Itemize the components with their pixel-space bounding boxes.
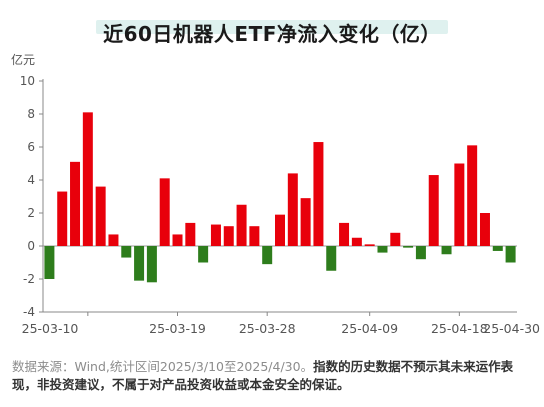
bar — [313, 142, 324, 246]
bar — [121, 246, 132, 258]
y-tick-label: 0 — [27, 239, 35, 253]
bar — [236, 204, 247, 246]
y-tick-label: 2 — [27, 206, 35, 220]
title-container: 近60日机器人ETF净流入变化（亿） — [0, 14, 544, 50]
bar — [70, 161, 81, 246]
bar — [82, 112, 93, 246]
bar — [262, 246, 273, 265]
y-tick-label: 6 — [27, 140, 35, 154]
bar — [198, 246, 209, 263]
bar — [505, 246, 516, 263]
bar — [351, 237, 362, 246]
x-tick-label: 25-03-19 — [149, 321, 206, 336]
bar — [326, 246, 337, 271]
bar-chart: -4 -2 0 2 4 6 8 10 25-03-10 25-03-19 25-03-28 25-04… — [11, 52, 540, 336]
bar — [57, 191, 68, 246]
footnote: 数据来源：Wind,统计区间2025/3/10至2025/4/30。指数的历史数… — [12, 358, 537, 394]
y-tick-label: 10 — [20, 74, 35, 88]
bar — [287, 173, 298, 246]
bar — [479, 213, 490, 246]
y-tick-label: -4 — [23, 305, 35, 319]
bar — [159, 178, 170, 246]
y-tick-label: 4 — [27, 173, 35, 187]
bar — [415, 246, 426, 260]
bar — [146, 246, 157, 283]
y-axis-label: 亿元 — [11, 52, 35, 67]
bar — [223, 226, 234, 246]
bar — [390, 232, 401, 246]
bar — [454, 163, 465, 246]
bar — [210, 224, 221, 246]
bar — [185, 222, 196, 246]
bar — [364, 244, 375, 246]
bar — [108, 234, 119, 246]
y-tick-label: -2 — [23, 272, 35, 286]
bar — [441, 246, 452, 255]
bar — [300, 198, 311, 246]
x-tick-label: 25-03-10 — [22, 321, 79, 336]
x-tick-label: 25-04-09 — [341, 321, 398, 336]
footnote-disclaimer: 指数的历史数据不预示其未来运作表现，非投资建议，不属于对产品投资收益或本金安全的… — [12, 359, 514, 392]
bar — [403, 246, 414, 248]
x-tick-label: 25-04-18 — [431, 321, 488, 336]
bar — [134, 246, 145, 281]
bar — [377, 246, 388, 253]
bar — [172, 234, 183, 246]
title-highlight — [96, 20, 448, 34]
x-tick-label: 25-04-30 — [483, 321, 540, 336]
bar — [44, 246, 55, 279]
y-tick-label: 8 — [27, 107, 35, 121]
bar — [492, 246, 503, 251]
bar — [428, 175, 439, 246]
bar — [339, 222, 350, 246]
x-tick-label: 25-03-28 — [239, 321, 296, 336]
bar — [95, 186, 106, 246]
bar — [275, 214, 285, 246]
bar — [467, 145, 478, 246]
bar — [249, 226, 260, 246]
chart-title: 近60日机器人ETF净流入变化（亿） — [103, 21, 441, 46]
footnote-source: 数据来源：Wind,统计区间2025/3/10至2025/4/30。 — [12, 359, 314, 374]
